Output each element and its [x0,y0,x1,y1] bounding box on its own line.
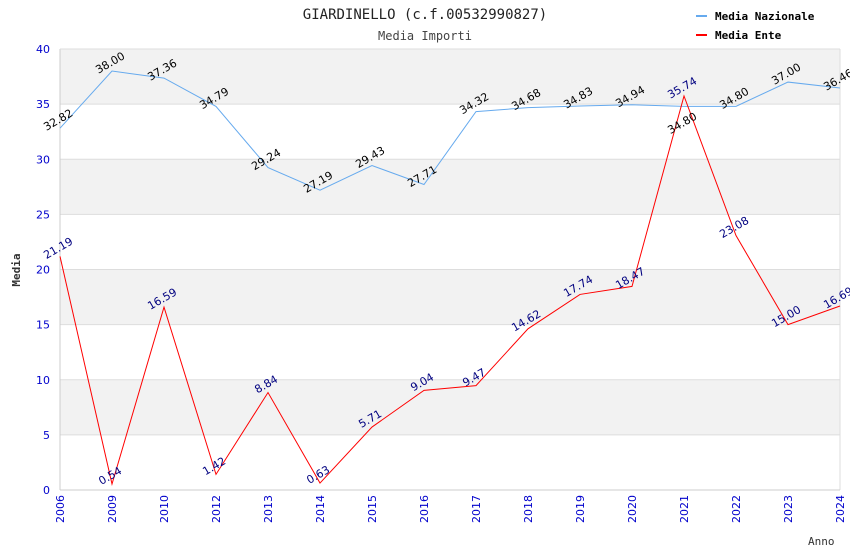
y-tick-label: 40 [36,43,50,56]
x-tick-label: 2018 [522,495,535,523]
y-tick-label: 15 [36,319,50,332]
legend-label: Media Nazionale [715,10,815,23]
x-tick-label: 2010 [158,495,171,523]
y-tick-label: 30 [36,153,50,166]
y-tick-label: 20 [36,264,50,277]
legend-label: Media Ente [715,29,782,42]
y-tick-label: 0 [43,484,50,497]
grid-band [60,269,840,325]
chart-title: GIARDINELLO (c.f.00532990827) [303,7,547,23]
x-tick-label: 2009 [106,495,119,523]
x-tick-label: 2017 [470,495,483,523]
chart-subtitle: Media Importi [378,29,472,43]
grid-band [60,434,840,490]
x-tick-label: 2019 [574,495,587,523]
y-tick-label: 5 [43,429,50,442]
legend-box [690,3,830,45]
x-tick-label: 2014 [314,495,327,523]
series-line-media-ente [59,94,841,487]
x-tick-label: 2021 [678,495,691,523]
grid-band [60,159,840,215]
x-tick-label: 2016 [418,495,431,523]
x-axis-label: Anno [808,535,835,548]
x-tick-label: 2012 [210,495,223,523]
x-tick-label: 2006 [54,495,67,523]
grid-band [60,49,840,105]
y-tick-label: 10 [36,374,50,387]
y-tick-label: 25 [36,208,50,221]
series-line-media-nazionale [59,70,841,191]
grid-band [60,214,840,270]
y-axis-label: Media [10,253,23,286]
x-tick-label: 2013 [262,495,275,523]
y-tick-label: 35 [36,98,50,111]
x-tick-label: 2022 [730,495,743,523]
x-tick-label: 2020 [626,495,639,523]
x-tick-label: 2023 [782,495,795,523]
grid-band [60,104,840,160]
legend: Media Nazionale Media Ente [690,3,830,45]
grid-band [60,379,840,435]
x-tick-label: 2024 [834,495,847,523]
grid-band [60,324,840,380]
x-tick-label: 2015 [366,495,379,523]
